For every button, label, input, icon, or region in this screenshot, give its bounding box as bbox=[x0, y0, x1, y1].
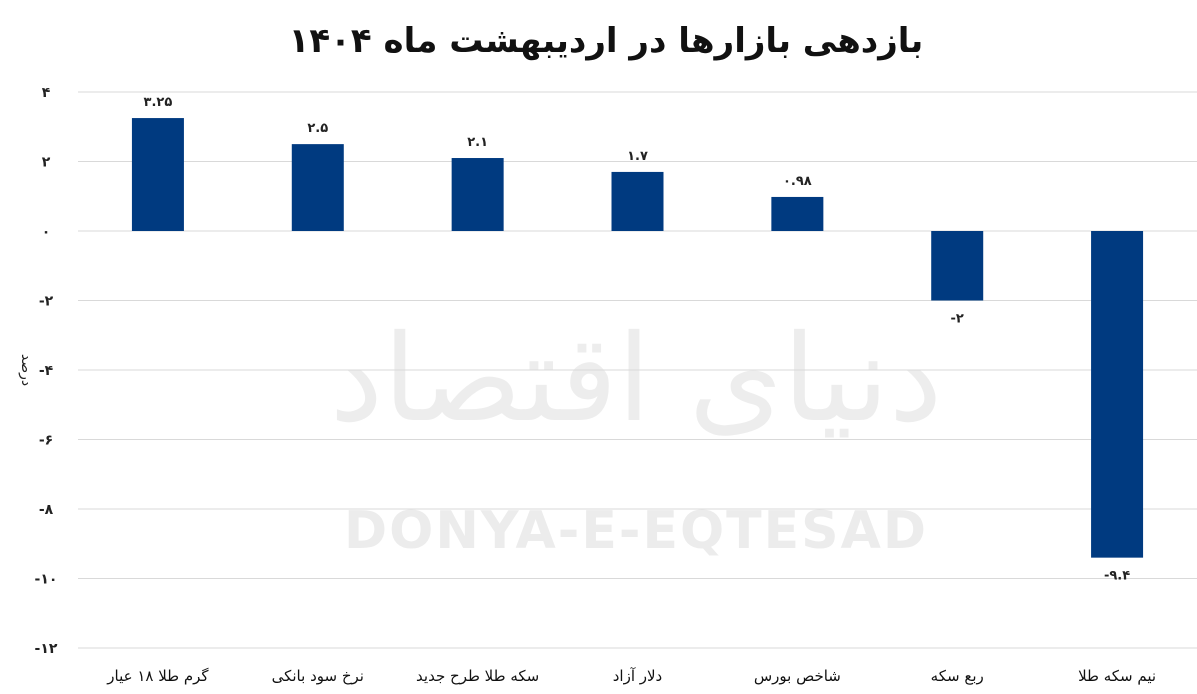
category-label: گرم طلا ۱۸ عیار bbox=[106, 667, 209, 685]
y-axis-ticks: ۴ ۲ ۰ -۲ -۴ -۶ -۸ -۱۰ -۱۲ bbox=[35, 85, 58, 657]
y-tick-label: ۲ bbox=[42, 155, 51, 171]
bar bbox=[611, 171, 664, 231]
category-label: سکه طلا طرح جدید bbox=[416, 667, 539, 685]
chart-title: بازدهی بازارها در اردیبهشت ماه ۱۴۰۴ bbox=[289, 21, 924, 61]
category-label: ربع سکه bbox=[931, 667, 984, 685]
y-tick-label: -۲ bbox=[39, 294, 54, 310]
category-label: نیم سکه طلا bbox=[1078, 667, 1156, 685]
bar bbox=[931, 231, 984, 301]
data-label: -۹.۴ bbox=[1104, 569, 1130, 584]
data-label: -۲ bbox=[951, 312, 964, 327]
data-label: ۰.۹۸ bbox=[783, 174, 812, 189]
y-tick-label: -۱۲ bbox=[35, 641, 58, 657]
data-label: ۲.۱ bbox=[467, 135, 488, 150]
bar bbox=[131, 118, 184, 231]
data-label: ۲.۵ bbox=[307, 121, 328, 136]
category-label: شاخص بورس bbox=[754, 667, 841, 685]
y-axis-label: درصد bbox=[18, 354, 34, 386]
y-tick-label: -۴ bbox=[39, 363, 54, 379]
y-tick-label: ۴ bbox=[42, 85, 51, 101]
y-tick-label: -۸ bbox=[39, 502, 54, 518]
category-labels: گرم طلا ۱۸ عیار نرخ سود بانکی سکه طلا طرح … bbox=[106, 667, 1156, 685]
bar bbox=[771, 196, 824, 231]
category-label: دلار آزاد bbox=[613, 667, 663, 685]
y-tick-label: -۶ bbox=[39, 433, 53, 449]
category-label: نرخ سود بانکی bbox=[272, 667, 364, 685]
bar bbox=[1091, 231, 1144, 558]
y-tick-label: -۱۰ bbox=[35, 572, 58, 588]
bar bbox=[291, 144, 344, 231]
gridlines bbox=[78, 91, 1197, 649]
bars bbox=[131, 118, 1144, 558]
data-label: ۱.۷ bbox=[627, 149, 648, 164]
watermark-english: DONYA-E-EQTESAD bbox=[344, 501, 928, 561]
data-label: ۳.۲۵ bbox=[144, 95, 173, 110]
y-tick-label: ۰ bbox=[42, 224, 51, 240]
watermark-persian: دنیای اقتصاد bbox=[330, 310, 943, 449]
bar bbox=[451, 158, 504, 231]
watermark: دنیای اقتصاد DONYA-E-EQTESAD bbox=[330, 310, 943, 561]
data-labels: ۳.۲۵ ۲.۵ ۲.۱ ۱.۷ ۰.۹۸ -۲ -۹.۴ bbox=[144, 95, 1131, 584]
